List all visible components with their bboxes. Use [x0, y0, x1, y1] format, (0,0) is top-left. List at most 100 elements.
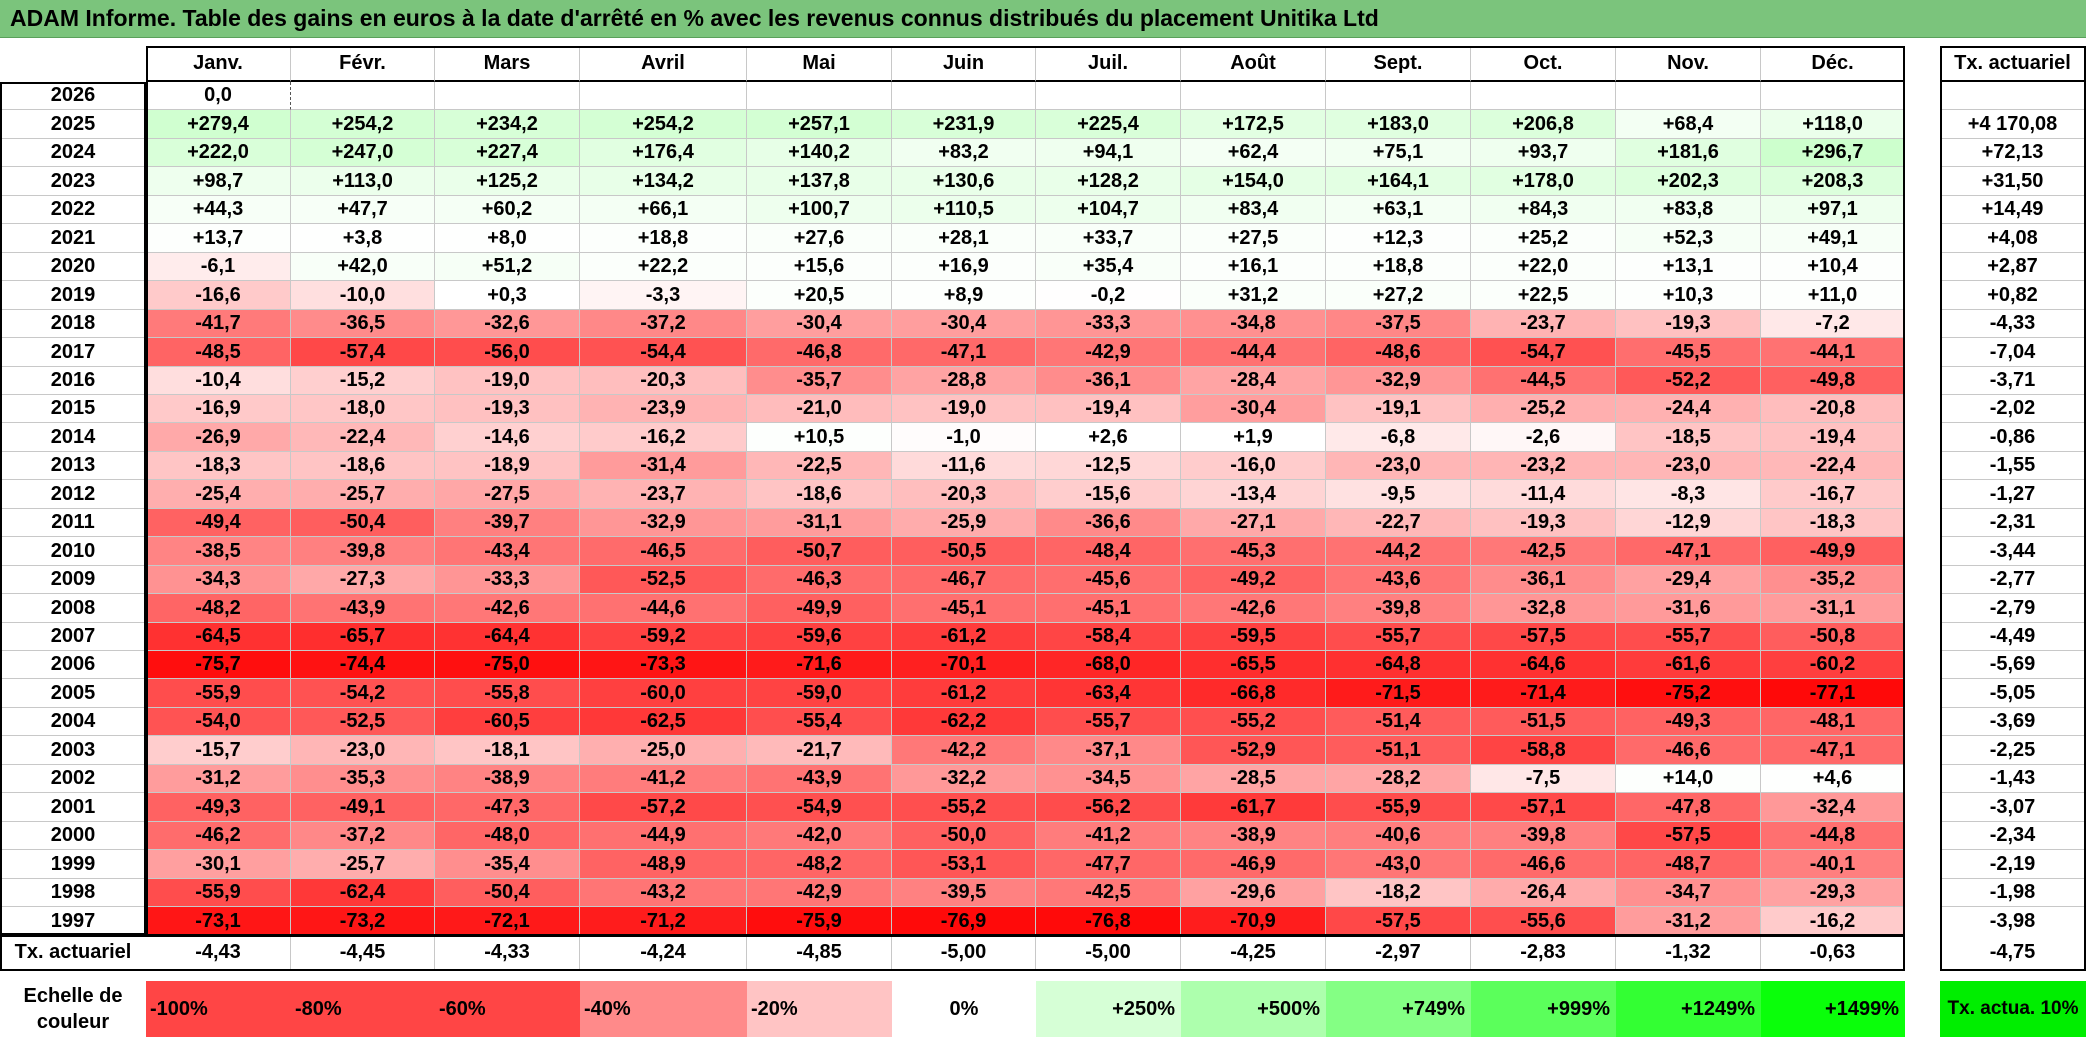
data-cell: -31,2: [1616, 907, 1761, 936]
data-cell: -24,4: [1616, 395, 1761, 423]
data-cell: -64,4: [435, 623, 580, 651]
data-cell: -10,0: [291, 281, 435, 310]
total-cell: +4 170,08: [1940, 110, 2086, 139]
legend-step: -80%: [291, 981, 435, 1037]
data-cell: -54,4: [580, 338, 747, 367]
data-cell: +98,7: [146, 167, 291, 196]
total-cell: -2,79: [1940, 594, 2086, 623]
data-cell: -36,5: [291, 310, 435, 338]
data-cell: -41,2: [1036, 822, 1181, 850]
data-cell: +63,1: [1326, 196, 1471, 224]
data-cell: +227,4: [435, 139, 580, 167]
data-cell: -28,8: [892, 367, 1036, 395]
total-cell: +4,08: [1940, 224, 2086, 253]
data-cell: -34,3: [146, 566, 291, 594]
data-cell: -25,9: [892, 509, 1036, 537]
year-label: 2016: [0, 367, 146, 395]
year-label: 2007: [0, 623, 146, 651]
legend-step: -100%: [146, 981, 291, 1037]
year-label: 2008: [0, 594, 146, 623]
data-cell: -71,4: [1471, 679, 1616, 708]
year-label: 2025: [0, 110, 146, 139]
data-cell: +183,0: [1326, 110, 1471, 139]
data-cell: -10,4: [146, 367, 291, 395]
data-cell: -42,5: [1036, 879, 1181, 907]
footer-cell: -4,33: [435, 935, 580, 971]
data-cell: -36,1: [1471, 566, 1616, 594]
data-cell: +83,2: [892, 139, 1036, 167]
data-cell: -16,2: [1761, 907, 1905, 936]
data-cell: -32,9: [580, 509, 747, 537]
data-cell: -71,2: [580, 907, 747, 936]
data-cell: -62,5: [580, 708, 747, 736]
data-cell: +234,2: [435, 110, 580, 139]
data-cell: +27,5: [1181, 224, 1326, 253]
data-cell: -44,1: [1761, 338, 1905, 367]
data-cell: +22,5: [1471, 281, 1616, 310]
data-cell: -25,2: [1471, 395, 1616, 423]
data-cell: -50,4: [435, 879, 580, 907]
data-cell: -49,3: [146, 793, 291, 822]
data-cell: -74,4: [291, 651, 435, 679]
total-cell: +31,50: [1940, 167, 2086, 196]
data-cell: -6,8: [1326, 423, 1471, 452]
data-cell: -44,6: [580, 594, 747, 623]
year-label: 2002: [0, 765, 146, 793]
column-header: Mars: [435, 46, 580, 82]
title-bar: ADAM Informe. Table des gains en euros à…: [0, 0, 2086, 38]
data-cell: -30,1: [146, 850, 291, 879]
data-cell: -43,2: [580, 879, 747, 907]
data-cell: +8,0: [435, 224, 580, 253]
data-cell: -19,3: [1471, 509, 1616, 537]
year-label: 2011: [0, 509, 146, 537]
data-cell: -18,9: [435, 452, 580, 480]
data-cell: -21,7: [747, 736, 892, 765]
data-cell: -14,6: [435, 423, 580, 452]
data-cell: -29,4: [1616, 566, 1761, 594]
data-cell: -48,1: [1761, 708, 1905, 736]
data-cell: -23,2: [1471, 452, 1616, 480]
data-cell: -48,7: [1616, 850, 1761, 879]
data-cell: -50,5: [892, 537, 1036, 566]
data-cell: +18,8: [580, 224, 747, 253]
total-cell: -7,04: [1940, 338, 2086, 367]
footer-cell: -1,32: [1616, 935, 1761, 971]
data-cell: -42,6: [435, 594, 580, 623]
data-cell: -56,0: [435, 338, 580, 367]
data-cell: [580, 82, 747, 110]
data-cell: -37,2: [291, 822, 435, 850]
total-cell: -2,34: [1940, 822, 2086, 850]
data-cell: -43,9: [291, 594, 435, 623]
data-cell: -29,6: [1181, 879, 1326, 907]
data-cell: -46,8: [747, 338, 892, 367]
data-cell: -28,5: [1181, 765, 1326, 793]
column-header: Avril: [580, 46, 747, 82]
data-cell: -16,0: [1181, 452, 1326, 480]
data-cell: -28,4: [1181, 367, 1326, 395]
data-cell: -33,3: [435, 566, 580, 594]
data-cell: +94,1: [1036, 139, 1181, 167]
data-cell: +178,0: [1471, 167, 1616, 196]
data-cell: -45,6: [1036, 566, 1181, 594]
data-cell: +134,2: [580, 167, 747, 196]
data-cell: -16,9: [146, 395, 291, 423]
data-cell: -25,7: [291, 850, 435, 879]
column-header: Nov.: [1616, 46, 1761, 82]
total-cell: [1940, 82, 2086, 110]
total-cell: -1,27: [1940, 480, 2086, 509]
data-cell: -62,2: [892, 708, 1036, 736]
data-cell: -55,7: [1616, 623, 1761, 651]
data-cell: -39,8: [1326, 594, 1471, 623]
data-cell: -70,1: [892, 651, 1036, 679]
data-cell: -6,1: [146, 253, 291, 281]
data-cell: -23,0: [1616, 452, 1761, 480]
data-cell: -45,1: [1036, 594, 1181, 623]
data-cell: -49,8: [1761, 367, 1905, 395]
data-cell: [747, 82, 892, 110]
data-cell: -40,1: [1761, 850, 1905, 879]
data-cell: -46,6: [1616, 736, 1761, 765]
data-cell: -52,5: [291, 708, 435, 736]
data-cell: -51,5: [1471, 708, 1616, 736]
data-cell: +33,7: [1036, 224, 1181, 253]
data-cell: -12,9: [1616, 509, 1761, 537]
